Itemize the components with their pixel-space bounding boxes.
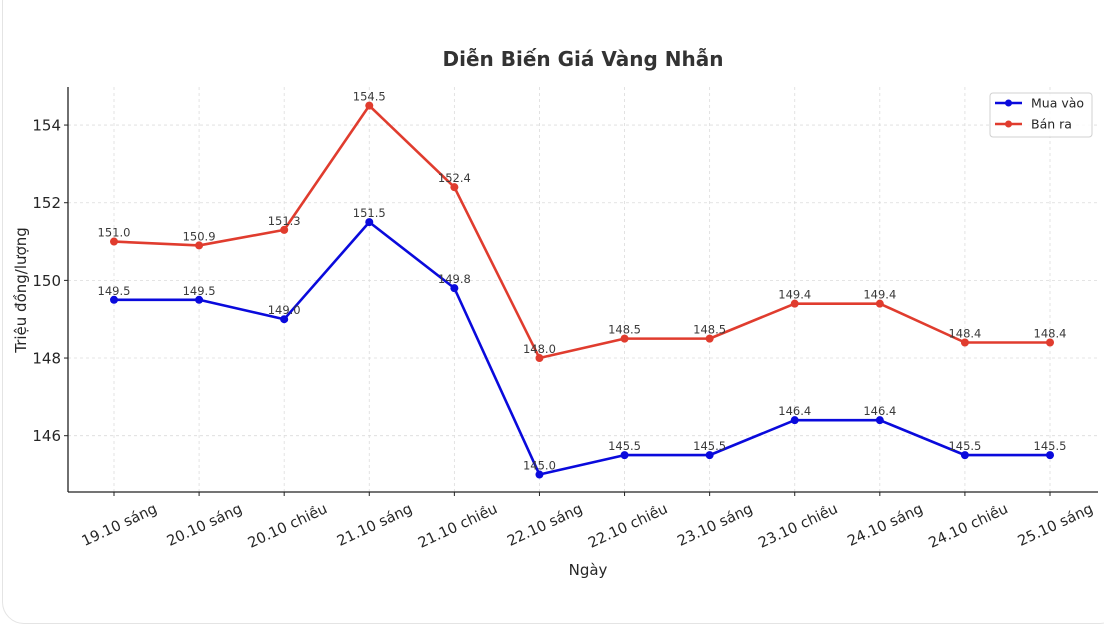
- x-tick-label: 23.10 chiều: [756, 500, 841, 552]
- data-point-marker: [875, 299, 884, 308]
- x-tick-label: 21.10 chiều: [415, 500, 500, 552]
- data-point-marker: [195, 241, 204, 250]
- data-label: 148.4: [1034, 327, 1067, 341]
- legend-item-ban-ra: Bán ra: [995, 117, 1072, 132]
- x-tick-label: 24.10 sáng: [845, 501, 925, 550]
- data-label: 148.5: [693, 323, 726, 337]
- data-label: 146.4: [863, 404, 896, 418]
- data-point-marker: [705, 334, 714, 343]
- data-label: 149.5: [183, 284, 216, 298]
- y-axis-label: Triệu đồng/lượng: [12, 227, 30, 353]
- x-tick-label: 23.10 sáng: [675, 501, 755, 550]
- legend: Mua vào Bán ra: [989, 92, 1093, 138]
- data-point-marker: [535, 354, 544, 363]
- data-point-marker: [365, 101, 374, 110]
- data-point-marker: [450, 183, 459, 192]
- data-label: 145.5: [948, 439, 981, 453]
- data-point-marker: [365, 218, 374, 227]
- data-point-marker: [960, 451, 969, 460]
- x-tick-label: 20.10 sáng: [165, 501, 245, 550]
- legend-marker-icon: [1005, 120, 1012, 128]
- x-tick-label: 25.10 sáng: [1016, 501, 1096, 550]
- data-label: 149.8: [438, 272, 471, 286]
- data-label: 149.5: [98, 284, 131, 298]
- series-line: [114, 220, 1050, 476]
- y-tick-label: 150: [32, 272, 61, 290]
- data-point-marker: [875, 416, 884, 425]
- y-tick-label: 154: [32, 117, 61, 135]
- data-label: 149.0: [268, 303, 301, 317]
- data-label: 149.4: [863, 288, 896, 302]
- grid-lines: [68, 87, 1098, 492]
- y-tick-label: 146: [32, 427, 61, 445]
- data-label: 148.4: [948, 327, 981, 341]
- data-point-marker: [790, 416, 799, 425]
- data-label: 149.4: [778, 288, 811, 302]
- data-point-marker: [1046, 451, 1054, 460]
- data-point-marker: [450, 284, 459, 293]
- data-point-marker: [1046, 338, 1054, 347]
- data-label: 145.5: [693, 439, 726, 453]
- x-tick-label: 21.10 sáng: [335, 501, 415, 550]
- data-point-marker: [195, 295, 204, 304]
- data-point-marker: [535, 470, 544, 479]
- x-tick-label: 24.10 chiều: [926, 500, 1011, 552]
- y-tick-label: 152: [32, 194, 61, 212]
- data-point-marker: [110, 295, 118, 304]
- x-axis-label: Ngày: [569, 561, 608, 579]
- data-label: 148.0: [523, 342, 556, 356]
- legend-marker-icon: [1005, 99, 1012, 107]
- x-axis-ticks: 19.10 sáng 20.10 sáng 20.10 chiều 21.10 sán…: [80, 492, 1096, 552]
- data-series: 149.5 149.5 149.0 151.5 149.8 145.0 145.5 145.5…: [98, 90, 1067, 479]
- data-label: 145.0: [523, 459, 556, 473]
- legend-label: Mua vào: [1031, 96, 1084, 111]
- series-line: [113, 104, 1050, 360]
- axes: [67, 87, 1098, 493]
- data-label: 150.9: [183, 229, 216, 243]
- series-mua-vao: 149.5 149.5 149.0 151.5 149.8 145.0 145.5 145.5…: [98, 206, 1067, 479]
- data-point-marker: [620, 451, 629, 460]
- x-tick-label: 19.10 sáng: [80, 501, 160, 550]
- series-ban-ra: 151.0 150.9 151.3 154.5 152.4 148.0 148.5 148.5…: [98, 90, 1067, 363]
- data-label: 151.3: [268, 214, 301, 228]
- legend-label: Bán ra: [1031, 117, 1072, 132]
- x-tick-label: 22.10 sáng: [505, 501, 585, 550]
- data-label: 146.4: [778, 404, 811, 418]
- data-label: 148.5: [608, 323, 641, 337]
- y-tick-label: 148: [32, 350, 61, 368]
- data-point-marker: [960, 338, 969, 347]
- x-tick-label: 22.10 chiều: [586, 500, 671, 552]
- data-point-marker: [620, 334, 629, 343]
- data-label: 145.5: [1034, 439, 1067, 453]
- x-tick-label: 20.10 chiều: [245, 500, 330, 552]
- legend-item-mua-vao: Mua vào: [995, 96, 1084, 111]
- data-point-marker: [705, 451, 714, 460]
- data-point-marker: [790, 299, 799, 308]
- data-point-marker: [280, 225, 289, 234]
- data-label: 152.4: [438, 171, 471, 185]
- data-label: 151.0: [98, 226, 131, 240]
- chart-title: Diễn Biến Giá Vàng Nhẫn: [443, 47, 724, 71]
- data-point-marker: [110, 237, 118, 246]
- data-point-marker: [280, 315, 289, 324]
- data-label: 151.5: [353, 206, 386, 220]
- y-axis-ticks: 146 148 150 152 154: [32, 117, 68, 445]
- data-label: 145.5: [608, 439, 641, 453]
- data-label: 154.5: [353, 90, 386, 104]
